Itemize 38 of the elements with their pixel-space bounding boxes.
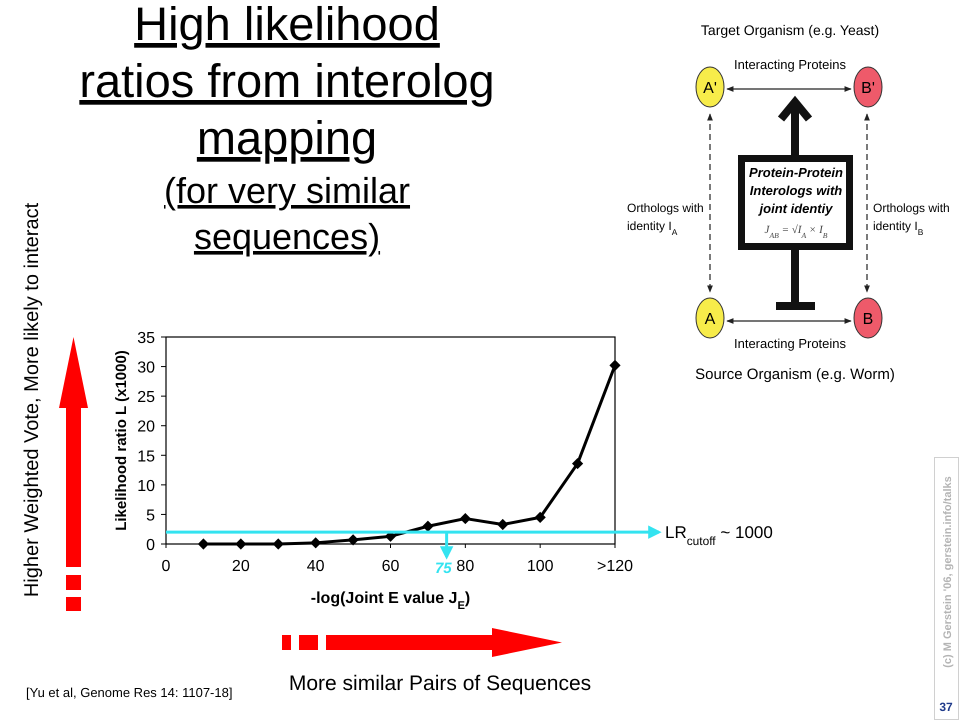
text: Interacting Proteins	[734, 57, 846, 72]
y-tick-label: 5	[146, 507, 156, 524]
text: Protein-Protein Interologs with joint identiy	[749, 165, 843, 216]
text: 37	[939, 700, 953, 714]
x-axis-title: -log(Joint E value J$_{E}$)	[310, 590, 470, 612]
y-axis-title: Likelihood ratio L (x1000)	[113, 350, 130, 531]
ref-line-label: 75	[434, 560, 452, 577]
y-tick-label: 20	[137, 418, 156, 436]
text: Target Organism (e.g. Yeast)	[700, 22, 880, 38]
ref-line-label: LR$_{cutoff}$ ~ 1000	[665, 523, 773, 548]
text: A'	[703, 80, 717, 97]
text: [Yu et al, Genome Res 14: 1107-18]	[26, 685, 232, 700]
chart-subtitle: (for very similar sequences)	[164, 170, 410, 257]
y-tick-label: 30	[137, 360, 156, 377]
text: More similar Pairs of Sequences	[288, 672, 592, 695]
x-tick-label: 40	[306, 558, 325, 575]
text: A	[704, 311, 716, 328]
y-tick-label: 0	[146, 537, 156, 554]
x-tick-label: 20	[232, 558, 250, 575]
text: Higher Weighted Vote, More likely to interact	[21, 202, 43, 598]
text: Interacting Proteins	[734, 336, 846, 351]
x-tick-label: 60	[382, 558, 400, 575]
x-tick-label: 0	[162, 558, 171, 575]
y-tick-label: 15	[137, 448, 156, 466]
text: B	[862, 311, 874, 328]
x-tick-label: 100	[526, 558, 554, 575]
chart-title: High likelihood ratios from interolog mapping	[79, 0, 495, 164]
y-tick-label: 10	[137, 478, 156, 495]
text: B'	[861, 80, 875, 97]
text: Orthologs with identity I$_{B}$	[873, 201, 950, 237]
source-note: Source Organism (e.g. Worm)	[695, 366, 895, 383]
x-tick-label: >120	[596, 558, 634, 575]
x-tick-label: 80	[456, 558, 474, 575]
text: J$_{AB}$ = √I$_{A}$ × I$_{B}$	[764, 224, 828, 240]
text: Orthologs with identity I$_{A}$	[627, 201, 704, 237]
y-tick-label: 35	[137, 330, 156, 347]
text: (c) M Gerstein '06, gerstein.info/talks	[942, 476, 954, 668]
y-tick-label: 25	[137, 389, 156, 406]
